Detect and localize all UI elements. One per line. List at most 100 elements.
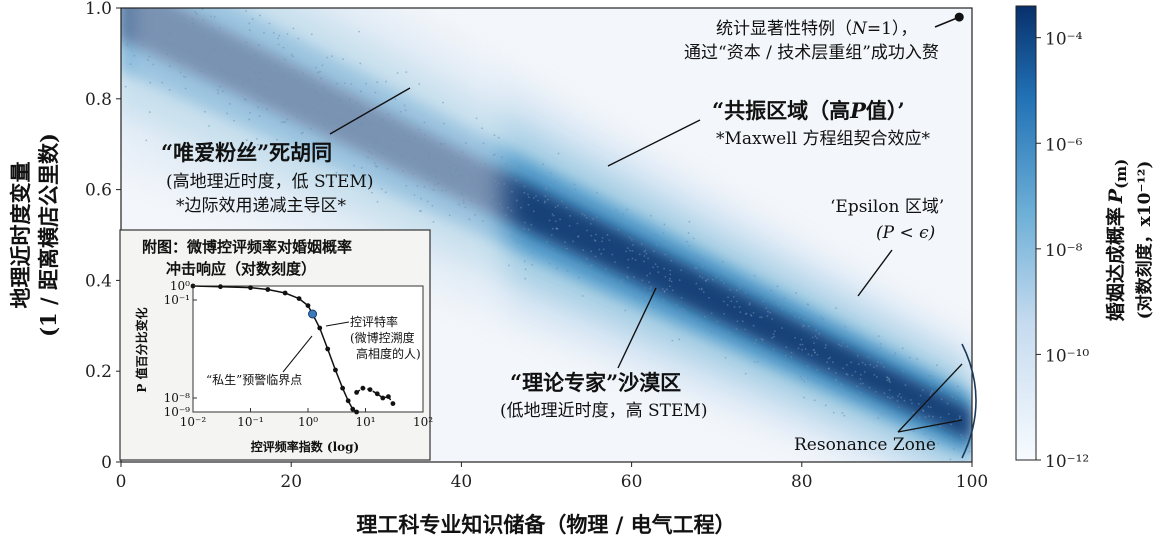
scatter-point	[399, 110, 402, 113]
scatter-point	[851, 374, 854, 377]
scatter-point	[728, 331, 731, 334]
scatter-point	[292, 158, 295, 161]
colorbar-tick-label: 10⁻⁸	[1045, 241, 1083, 261]
scatter-point	[663, 267, 666, 270]
scatter-point	[451, 155, 454, 158]
scatter-point	[863, 371, 866, 373]
scatter-point	[484, 163, 487, 166]
scatter-point	[245, 41, 248, 44]
scatter-point	[624, 309, 627, 312]
scatter-point	[551, 227, 554, 230]
scatter-point	[191, 18, 194, 20]
scatter-point	[650, 285, 652, 288]
scatter-point	[405, 71, 408, 74]
scatter-point	[843, 414, 846, 417]
scatter-point	[322, 85, 325, 88]
scatter-point	[405, 184, 408, 187]
scatter-point	[392, 120, 395, 123]
scatter-point	[319, 70, 321, 73]
scatter-point	[219, 27, 221, 30]
scatter-point	[689, 257, 692, 259]
scatter-point	[818, 332, 820, 335]
scatter-point	[242, 82, 244, 85]
scatter-point	[326, 56, 329, 59]
scatter-point	[535, 195, 537, 198]
scatter-point	[500, 156, 503, 159]
scatter-point	[879, 342, 882, 345]
scatter-point	[254, 71, 257, 74]
scatter-point	[533, 171, 535, 174]
scatter-point	[254, 53, 257, 56]
scatter-point	[221, 90, 224, 93]
scatter-point	[427, 153, 430, 156]
scatter-point	[363, 131, 366, 134]
inset-series-point	[333, 367, 338, 373]
scatter-point	[277, 37, 280, 40]
scatter-point	[572, 240, 575, 243]
scatter-point	[940, 398, 943, 401]
scatter-point	[888, 412, 891, 415]
scatter-point	[434, 170, 437, 173]
inset-x-tick-label: 10²	[413, 415, 433, 429]
scatter-point	[842, 367, 845, 370]
scatter-point	[166, 52, 168, 55]
scatter-point	[887, 411, 890, 414]
fan-deadend-title: “唯爱粉丝”死胡同	[161, 140, 332, 165]
scatter-point	[401, 155, 403, 157]
scatter-point	[614, 261, 616, 264]
scatter-point	[685, 240, 688, 243]
scatter-point	[211, 27, 214, 30]
scatter-point	[441, 189, 443, 192]
scatter-point	[626, 247, 629, 250]
scatter-point	[468, 192, 470, 195]
scatter-point	[793, 316, 796, 318]
inset-title-line1: 附图：微博控评频率对婚姻概率	[142, 238, 352, 256]
inset-series	[190, 283, 396, 415]
scatter-point	[368, 108, 371, 111]
scatter-point	[661, 288, 664, 290]
scatter-point	[449, 161, 452, 164]
scatter-point	[380, 119, 383, 122]
scatter-point	[743, 344, 746, 347]
inset-series-point	[265, 287, 271, 292]
epsilon-title: ‘Epsilon 区域’	[830, 197, 944, 217]
scatter-point	[574, 188, 577, 191]
scatter-point	[704, 279, 707, 282]
colorbar-tick-label: 10⁻¹⁰	[1045, 346, 1089, 366]
scatter-point	[643, 250, 646, 253]
scatter-point	[781, 327, 783, 329]
scatter-point	[408, 139, 411, 142]
scatter-point	[503, 183, 506, 185]
scatter-point	[122, 22, 125, 25]
scatter-point	[202, 69, 204, 72]
scatter-point	[238, 57, 241, 60]
colorbar-tick-label: 10⁻⁶	[1045, 135, 1083, 155]
scatter-point	[548, 262, 551, 265]
scatter-point	[897, 406, 900, 409]
scatter-point	[839, 335, 841, 337]
scatter-point	[322, 87, 324, 90]
scatter-point	[277, 43, 280, 46]
scatter-point	[764, 296, 766, 299]
scatter-point	[258, 81, 260, 83]
scatter-point	[491, 193, 494, 196]
scatter-point	[800, 378, 803, 381]
scatter-point	[819, 315, 822, 318]
scatter-point	[897, 395, 899, 398]
scatter-point	[302, 131, 304, 134]
scatter-point	[563, 241, 566, 244]
scatter-point	[286, 83, 289, 86]
scatter-point	[600, 253, 603, 255]
scatter-point	[310, 127, 312, 130]
scatter-point	[739, 311, 742, 314]
scatter-point	[161, 81, 164, 84]
scatter-point	[357, 133, 360, 136]
scatter-point	[201, 8, 204, 11]
scatter-point	[348, 99, 351, 102]
scatter-point	[582, 199, 585, 202]
scatter-point	[209, 51, 211, 54]
scatter-point	[841, 412, 844, 414]
y-tick-label: 0.2	[85, 362, 112, 382]
scatter-point	[961, 437, 964, 439]
inset-ann-rate-2: (微博控溯度	[350, 330, 415, 345]
